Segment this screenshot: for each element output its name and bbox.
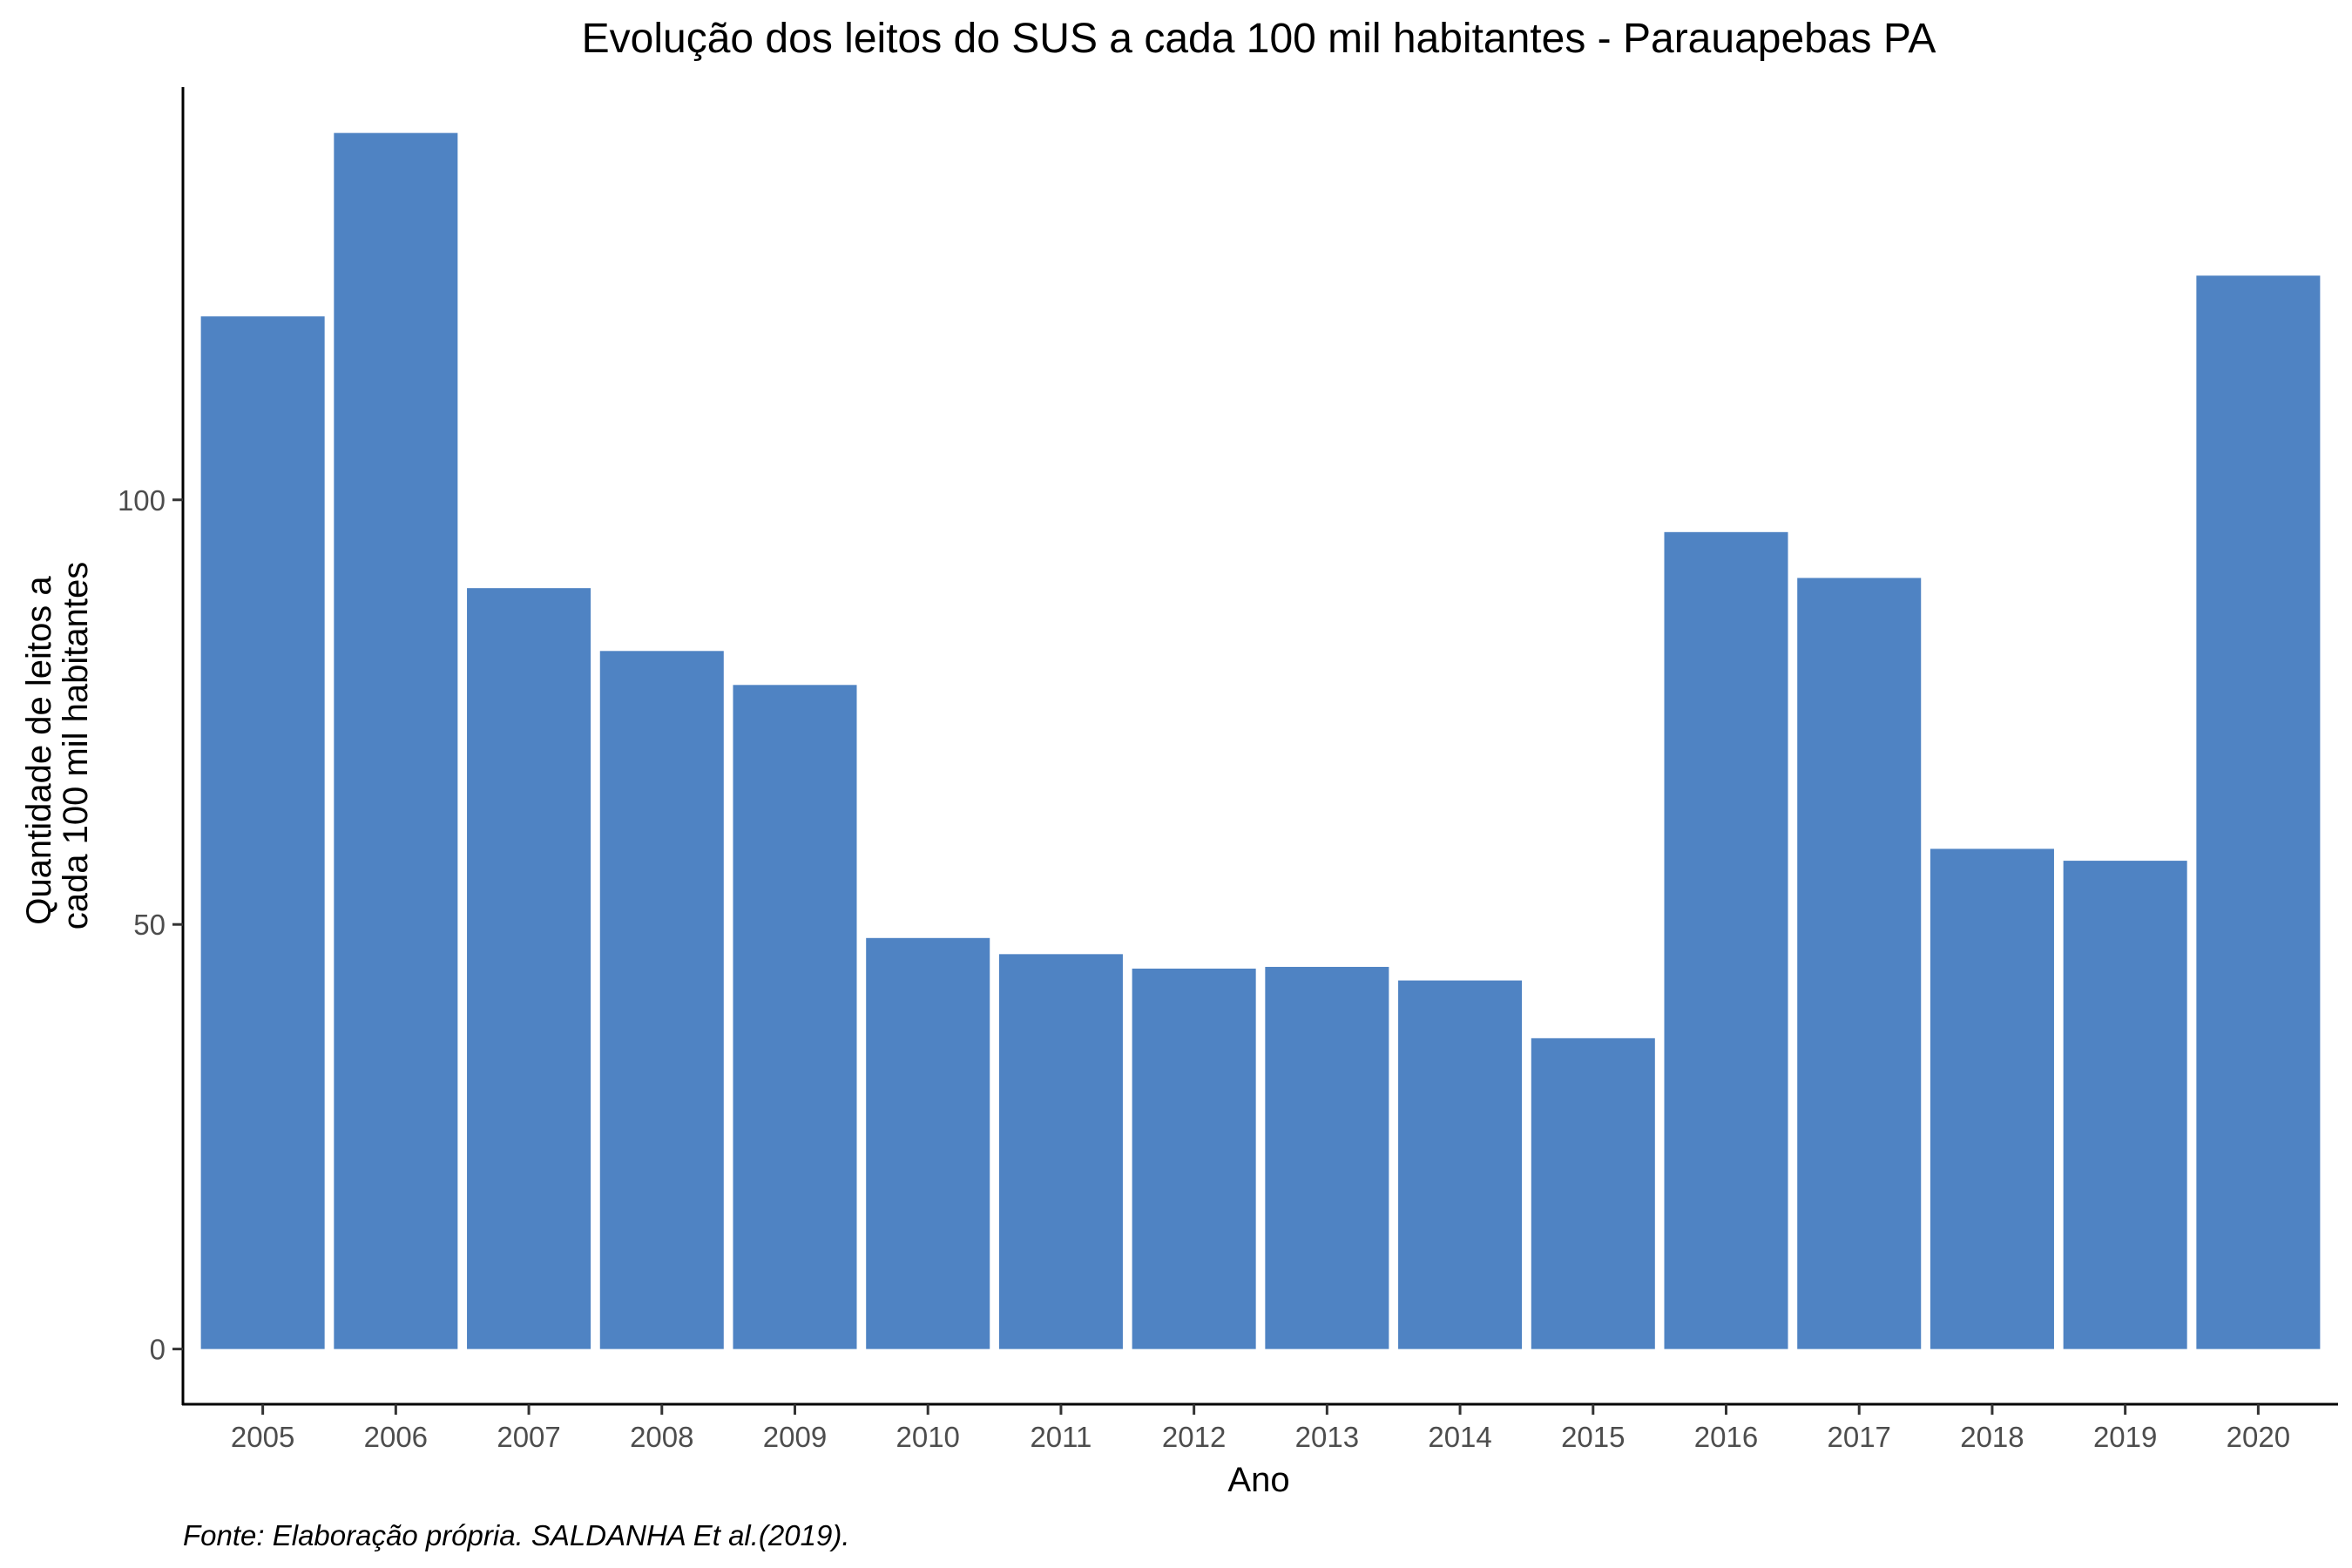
- bar-2010: [866, 937, 990, 1349]
- x-tick-label-2012: 2012: [1162, 1421, 1226, 1453]
- x-tick-label-2011: 2011: [1030, 1421, 1092, 1453]
- x-tick-label-2017: 2017: [1828, 1421, 1891, 1453]
- bars-group: [200, 132, 2321, 1349]
- bar-2014: [1398, 980, 1523, 1349]
- bar-2011: [998, 954, 1123, 1349]
- bar-2012: [1132, 968, 1256, 1349]
- bar-2007: [467, 588, 591, 1349]
- x-tick-label-2008: 2008: [630, 1421, 693, 1453]
- x-tick-label-2006: 2006: [364, 1421, 428, 1453]
- bar-2013: [1265, 966, 1389, 1349]
- y-tick-label-50: 50: [133, 909, 166, 941]
- x-tick-label-2016: 2016: [1694, 1421, 1758, 1453]
- x-tick-label-2015: 2015: [1561, 1421, 1625, 1453]
- x-tick-label-2018: 2018: [1960, 1421, 2024, 1453]
- bar-2018: [1930, 848, 2054, 1349]
- x-tick-label-2020: 2020: [2227, 1421, 2290, 1453]
- bar-2009: [733, 685, 857, 1349]
- source-caption: Fonte: Elaboração própria. SALDANHA Et a…: [183, 1519, 850, 1551]
- x-tick-label-2005: 2005: [231, 1421, 294, 1453]
- y-axis-title: Quantidade de leitos a cada 100 mil habi…: [20, 562, 95, 930]
- x-tick-label-2009: 2009: [763, 1421, 827, 1453]
- chart-title: Evolução dos leitos do SUS a cada 100 mi…: [582, 16, 1936, 62]
- x-tick-label-2007: 2007: [497, 1421, 560, 1453]
- bar-2017: [1797, 578, 1922, 1349]
- x-tick-label-2013: 2013: [1295, 1421, 1359, 1453]
- y-axis-title-line-2: cada 100 mil habitantes: [57, 562, 95, 930]
- bar-2008: [599, 651, 724, 1349]
- x-tick-label-2019: 2019: [2093, 1421, 2157, 1453]
- y-axis-ticks: 0 50 100: [118, 484, 183, 1366]
- bar-2019: [2063, 861, 2187, 1349]
- bar-2016: [1664, 531, 1788, 1349]
- x-tick-label-2014: 2014: [1428, 1421, 1491, 1453]
- x-axis-title: Ano: [1227, 1461, 1289, 1499]
- bar-2020: [2196, 275, 2321, 1349]
- bar-2015: [1531, 1037, 1655, 1349]
- x-axis-ticks: 2005 2006 2007 2008 2009 2010 2011 2012 2013 2014…: [231, 1404, 2290, 1453]
- bar-2005: [200, 316, 325, 1349]
- y-axis-title-line-1: Quantidade de leitos a: [20, 576, 58, 925]
- y-tick-label-0: 0: [150, 1334, 166, 1366]
- bar-2006: [334, 132, 458, 1349]
- x-tick-label-2010: 2010: [896, 1421, 959, 1453]
- y-tick-label-100: 100: [118, 484, 166, 517]
